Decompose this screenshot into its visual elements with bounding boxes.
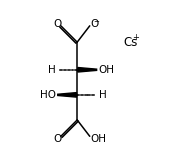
Text: −: − — [93, 19, 99, 25]
Text: OH: OH — [98, 65, 114, 75]
Text: O: O — [54, 133, 62, 144]
Text: OH: OH — [90, 133, 106, 144]
Text: H: H — [98, 90, 106, 100]
Polygon shape — [78, 67, 97, 72]
Text: Cs: Cs — [124, 36, 138, 49]
Text: H: H — [48, 65, 56, 75]
Polygon shape — [58, 93, 76, 97]
Text: +: + — [132, 33, 139, 42]
Text: O: O — [54, 19, 62, 29]
Text: HO: HO — [40, 90, 56, 100]
Text: O: O — [90, 19, 99, 29]
